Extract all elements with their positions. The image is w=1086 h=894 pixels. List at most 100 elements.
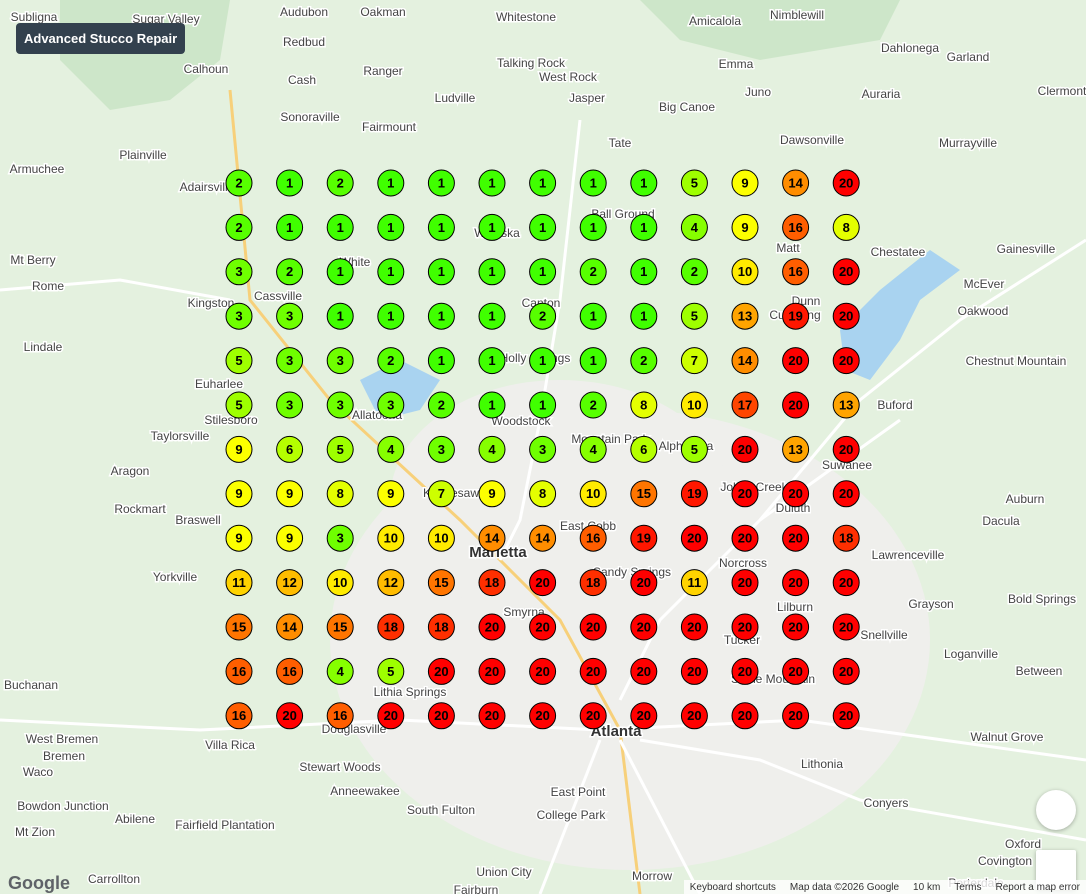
rank-circle [782, 613, 810, 641]
rank-label: 20 [839, 264, 853, 279]
rank-circle [680, 213, 708, 241]
place-label: Nimblewill [770, 8, 824, 22]
rank-label: 1 [286, 220, 293, 235]
rank-pin: 8 [326, 480, 354, 508]
rank-pin: 10 [579, 480, 607, 508]
rank-pin: 20 [832, 435, 860, 463]
rank-label: 14 [788, 175, 803, 190]
rank-pin: 9 [276, 480, 304, 508]
rank-circle [782, 391, 810, 419]
rank-pin: 20 [731, 569, 759, 597]
place-label: Atlanta [591, 723, 642, 740]
rank-label: 9 [741, 175, 748, 190]
business-badge[interactable]: Advanced Stucco Repair [16, 23, 186, 54]
rank-pin: 1 [579, 169, 607, 197]
rank-pin: 9 [225, 435, 253, 463]
rank-label: 1 [438, 175, 445, 190]
rank-label: 7 [438, 486, 445, 501]
rank-pin: 20 [782, 613, 810, 641]
rank-label: 20 [839, 175, 853, 190]
rank-circle [225, 213, 253, 241]
rank-label: 5 [691, 309, 698, 324]
rank-label: 14 [535, 531, 550, 546]
rank-pin: 3 [276, 391, 304, 419]
rank-circle [832, 391, 860, 419]
rank-pin: 20 [427, 657, 455, 685]
place-label: Oakman [360, 5, 405, 19]
rank-label: 2 [691, 264, 698, 279]
rank-label: 19 [687, 486, 701, 501]
rank-label: 20 [839, 619, 853, 634]
rank-pin: 20 [832, 347, 860, 375]
rank-label: 3 [337, 397, 344, 412]
rank-circle [782, 258, 810, 286]
rank-pin: 2 [276, 258, 304, 286]
rank-circle [326, 258, 354, 286]
rank-label: 1 [387, 175, 394, 190]
rank-circle [326, 435, 354, 463]
place-label: Villa Rica [205, 738, 255, 752]
rank-label: 1 [337, 220, 344, 235]
rank-label: 2 [337, 175, 344, 190]
place-label: Auburn [1006, 492, 1045, 506]
place-label: East Point [551, 785, 606, 799]
rank-pin: 20 [680, 702, 708, 730]
rank-pin: 7 [680, 347, 708, 375]
google-logo: Google [8, 873, 70, 893]
rank-pin: 18 [427, 613, 455, 641]
rank-pin: 8 [630, 391, 658, 419]
rank-circle [529, 213, 557, 241]
rank-label: 18 [434, 619, 448, 634]
rank-label: 20 [637, 664, 651, 679]
rank-label: 16 [586, 531, 600, 546]
rank-circle [630, 213, 658, 241]
place-label: Garland [947, 50, 990, 64]
place-label: Murrayville [939, 136, 997, 150]
rank-circle [782, 435, 810, 463]
rank-pin: 20 [579, 657, 607, 685]
rank-circle [478, 702, 506, 730]
rank-label: 13 [839, 397, 853, 412]
rank-pin: 20 [731, 613, 759, 641]
rank-label: 1 [286, 175, 293, 190]
rank-circle [377, 347, 405, 375]
place-label: Conyers [864, 796, 909, 810]
rank-label: 19 [637, 531, 651, 546]
rank-label: 1 [539, 353, 546, 368]
rank-circle [326, 302, 354, 330]
rank-label: 20 [485, 708, 499, 723]
rank-label: 1 [337, 264, 344, 279]
place-label: Dahlonega [881, 41, 939, 55]
rank-pin: 12 [276, 569, 304, 597]
rank-pin: 1 [630, 169, 658, 197]
rank-pin: 20 [832, 258, 860, 286]
place-label: Talking Rock [497, 56, 566, 70]
rank-circle [427, 613, 455, 641]
rank-pin: 1 [579, 347, 607, 375]
rank-circle [478, 613, 506, 641]
rank-label: 20 [738, 619, 752, 634]
rank-pin: 16 [782, 258, 810, 286]
rank-circle [478, 657, 506, 685]
rank-circle [478, 391, 506, 419]
rank-circle [377, 258, 405, 286]
place-label: Lindale [24, 340, 63, 354]
place-label: Adairsville [180, 180, 235, 194]
rank-label: 20 [535, 708, 549, 723]
report[interactable]: Report a map error [995, 881, 1080, 893]
rank-label: 20 [738, 575, 752, 590]
camera-control[interactable] [1036, 790, 1076, 830]
place-label: Abilene [115, 812, 155, 826]
rank-pin: 1 [478, 302, 506, 330]
rank-pin: 14 [529, 524, 557, 552]
rank-pin: 11 [680, 569, 708, 597]
rank-label: 1 [387, 220, 394, 235]
rank-circle [680, 391, 708, 419]
shortcuts[interactable]: Keyboard shortcuts [689, 881, 776, 893]
rank-label: 2 [590, 397, 597, 412]
rank-pin: 20 [427, 702, 455, 730]
terms[interactable]: Terms [954, 881, 982, 893]
place-label: McEver [964, 277, 1005, 291]
place-label: Stewart Woods [299, 760, 380, 774]
rank-circle [225, 169, 253, 197]
